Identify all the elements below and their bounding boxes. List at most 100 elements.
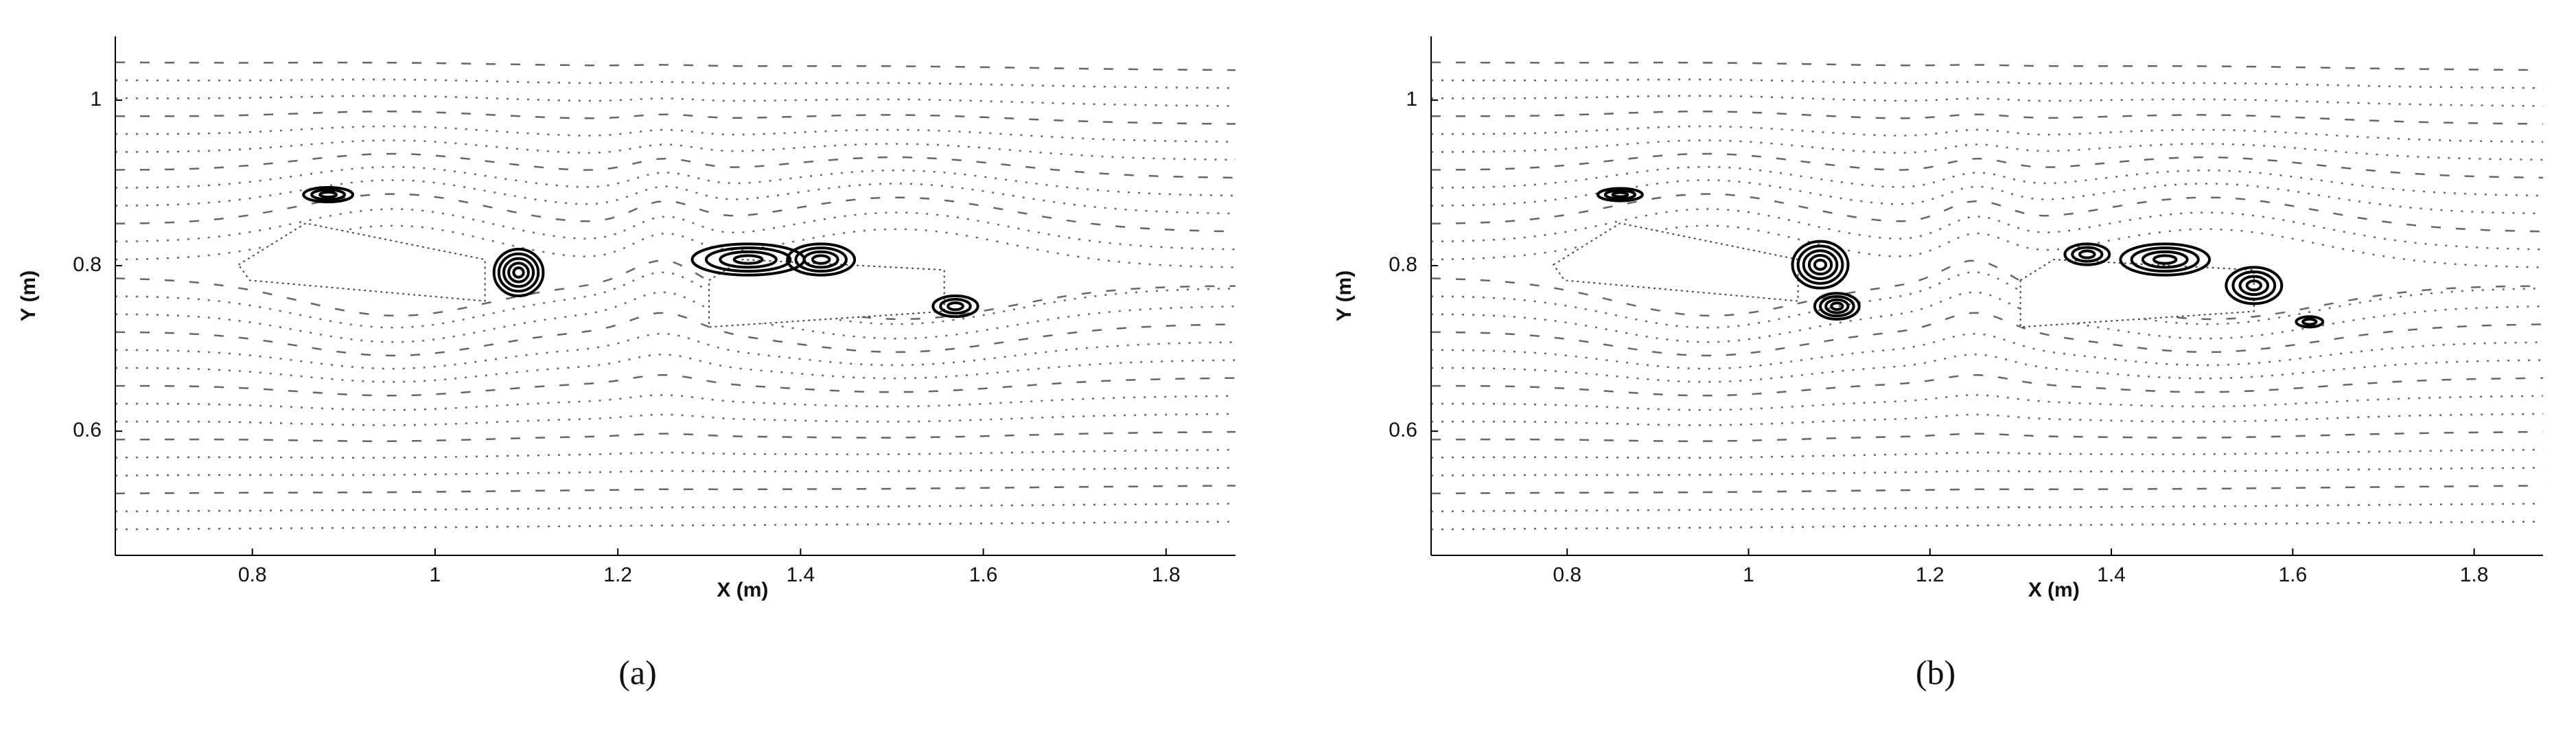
- streamline: [115, 152, 1236, 179]
- body: [1552, 222, 1799, 302]
- streamline: [115, 332, 1236, 370]
- x-tick-label: 1: [1743, 564, 1754, 586]
- vortex: [1819, 294, 1855, 318]
- streamline: [115, 413, 1236, 426]
- streamline: [115, 95, 1236, 107]
- streamline: [115, 125, 1236, 143]
- streamline: [115, 139, 1236, 161]
- streamline: [1430, 394, 2544, 411]
- y-tick-label: 1: [90, 88, 102, 111]
- vortex: [2301, 318, 2318, 326]
- x-axis-label: X (m): [717, 579, 768, 601]
- x-tick-label: 1.4: [2097, 564, 2126, 586]
- streamline: [115, 467, 1236, 476]
- streamline: [1430, 448, 2544, 459]
- body: [708, 259, 945, 328]
- vortex: [2245, 279, 2262, 292]
- streamline: [1430, 291, 2544, 343]
- y-axis-label: Y (m): [1333, 270, 1356, 321]
- x-tick-label: 1.8: [2460, 564, 2489, 586]
- streamline: [115, 78, 1236, 89]
- streamline: [115, 61, 1236, 71]
- y-tick-label: 0.8: [73, 253, 102, 276]
- vortex: [2231, 270, 2277, 301]
- vortex: [931, 294, 979, 319]
- vortex: [1824, 298, 1850, 314]
- x-axis-label: X (m): [2028, 579, 2080, 601]
- streamline: [115, 520, 1236, 531]
- vortex: [704, 246, 792, 273]
- vortex: [1603, 189, 1636, 200]
- x-tick-label: 1.6: [969, 564, 998, 586]
- vortex: [1611, 191, 1629, 198]
- vortex: [2071, 246, 2104, 263]
- vortex: [1597, 187, 1644, 203]
- streamline: [115, 312, 1236, 357]
- streamline: [1430, 312, 2544, 357]
- y-tick-label: 0.6: [1389, 419, 1417, 441]
- vortex: [2141, 250, 2189, 269]
- streamline: [1430, 467, 2544, 476]
- vortex: [811, 254, 831, 265]
- streamline: [1430, 78, 2544, 89]
- vortex: [2063, 242, 2111, 266]
- vortex: [939, 298, 972, 315]
- x-tick-label: 1: [430, 564, 441, 586]
- vortex: [2119, 242, 2211, 277]
- x-tick-label: 1.2: [1916, 564, 1945, 586]
- streamline: [1431, 354, 2544, 383]
- vortex: [2130, 246, 2200, 273]
- x-tick-label: 0.8: [238, 564, 267, 586]
- x-tick-label: 1.6: [2278, 564, 2307, 586]
- vortex: [497, 252, 540, 293]
- streamline: [115, 179, 1236, 215]
- streamline: [115, 259, 1236, 321]
- streamline: [1430, 193, 2544, 233]
- vortex: [1791, 240, 1850, 290]
- streamline: [1430, 485, 2544, 495]
- streamline: [1431, 125, 2544, 143]
- vortex: [1802, 249, 1839, 281]
- vortex: [947, 301, 964, 312]
- x-tick-label: 1.4: [787, 564, 815, 586]
- y-axis-label: Y (m): [17, 270, 40, 321]
- y-tick-label: 0.6: [73, 419, 102, 441]
- streamline: [115, 291, 1236, 343]
- streamline: [115, 485, 1236, 495]
- streamline: [1431, 373, 2544, 397]
- streamline: [115, 430, 1236, 442]
- vortex: [2078, 249, 2096, 259]
- streamline: [1430, 271, 2544, 329]
- panel-label: (b): [1916, 653, 1956, 691]
- streamline: [115, 373, 1236, 397]
- vortex: [1807, 254, 1833, 276]
- streamline: [1430, 259, 2544, 321]
- vortex: [732, 254, 764, 265]
- vortex: [2153, 254, 2178, 265]
- streamline: [1431, 139, 2544, 161]
- vortex: [2238, 275, 2270, 297]
- panel-label: (a): [618, 653, 657, 691]
- x-tick-label: 1.8: [1152, 564, 1181, 586]
- vortex: [2225, 266, 2284, 305]
- streamline: [115, 448, 1236, 459]
- vortex: [1796, 244, 1844, 285]
- vortex: [1830, 301, 1844, 311]
- vortex: [507, 262, 530, 284]
- streamline: [1431, 111, 2544, 125]
- streamline: [1430, 520, 2544, 531]
- vortex: [794, 246, 848, 273]
- body: [237, 222, 486, 302]
- streamline: [1431, 165, 2544, 197]
- vortex: [1813, 292, 1861, 321]
- y-tick-label: 1: [1406, 88, 1417, 111]
- streamline: [115, 354, 1236, 383]
- vortex: [2295, 315, 2325, 329]
- streamline: [115, 502, 1236, 513]
- plot-area: [1430, 61, 2544, 531]
- streamline: [1430, 208, 2544, 251]
- vortex: [502, 257, 535, 288]
- x-tick-label: 0.8: [1553, 564, 1581, 586]
